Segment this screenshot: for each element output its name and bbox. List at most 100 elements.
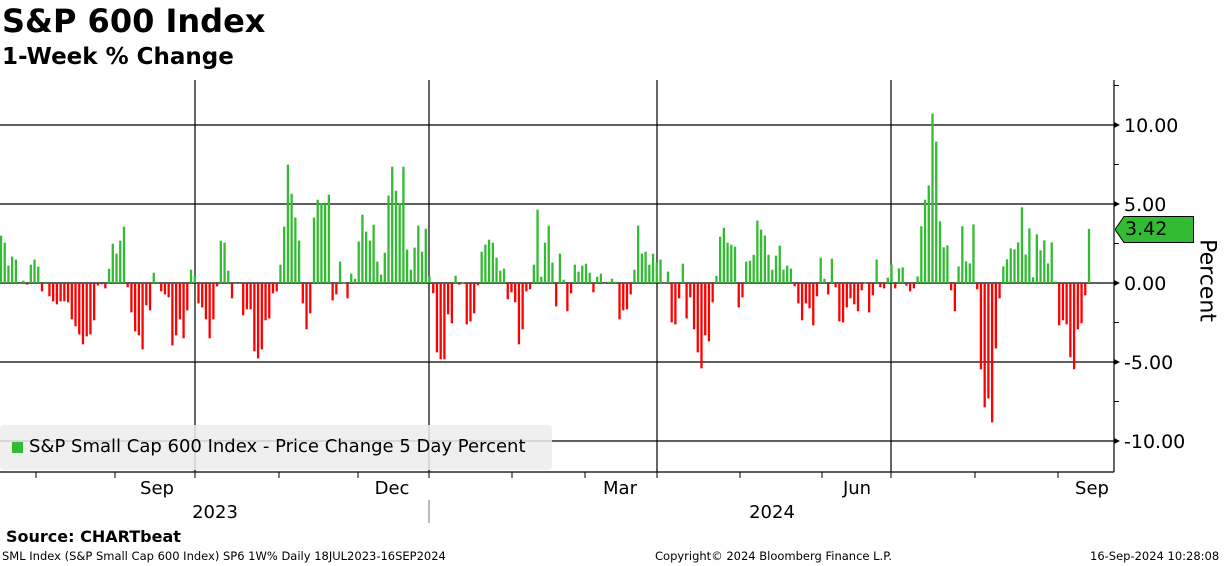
bar [935, 141, 938, 283]
bar [540, 276, 543, 283]
bar [1072, 283, 1076, 370]
bar [25, 283, 29, 285]
bar [305, 283, 308, 330]
bar [748, 260, 752, 283]
x-tick-labels: Sep Dec Mar Jun Sep 2023 2024 [140, 478, 1109, 523]
bar [823, 278, 826, 283]
bar [391, 166, 394, 283]
bar [722, 227, 725, 283]
bar [942, 247, 945, 283]
x-month-label: Jun [842, 478, 871, 499]
bar [320, 203, 323, 283]
bar [152, 272, 155, 283]
bar [383, 252, 386, 283]
bar [111, 243, 114, 283]
bar [607, 281, 610, 283]
bar [253, 283, 256, 352]
bar [830, 258, 834, 283]
bar [558, 253, 562, 283]
bar [1043, 240, 1046, 283]
bar [189, 269, 193, 283]
bar [1028, 228, 1031, 283]
bar [938, 221, 942, 283]
bar [584, 263, 588, 283]
x-month-label: Sep [1075, 478, 1109, 499]
bar [55, 283, 59, 305]
bar [52, 283, 55, 302]
bar [256, 283, 260, 359]
bar [394, 190, 398, 283]
bar [897, 268, 901, 283]
y-tick-arrow [1114, 201, 1120, 207]
bar [808, 283, 811, 309]
bar [0, 235, 3, 283]
bar [29, 264, 32, 283]
bar [182, 283, 185, 339]
bar [409, 269, 413, 283]
bar [964, 261, 968, 283]
bar [350, 273, 353, 283]
bar [666, 271, 670, 283]
bar [890, 264, 893, 283]
bar [264, 283, 267, 321]
bar [681, 263, 685, 283]
y-tick-labels: 10.00 5.00 0.00 -5.00 -10.00 [1124, 115, 1185, 453]
bar [1002, 266, 1005, 283]
bar [581, 265, 584, 283]
bar [1005, 259, 1009, 283]
bar [797, 283, 800, 304]
bar [536, 209, 539, 283]
bar [983, 283, 986, 408]
source-note: Source: CHARTbeat [6, 527, 181, 546]
bar [357, 241, 360, 283]
bar [346, 283, 349, 299]
bar [845, 283, 848, 308]
bar [137, 283, 141, 336]
bar [752, 254, 755, 283]
bar [1065, 283, 1068, 325]
bar [528, 283, 532, 290]
bar [625, 283, 629, 310]
y-tick-arrow [1114, 122, 1120, 128]
footer-copyright: Copyright© 2024 Bloomberg Finance L.P. [655, 549, 892, 563]
bar [610, 278, 614, 283]
bar [439, 283, 442, 360]
bar [838, 283, 841, 322]
bar [990, 283, 994, 423]
bar [905, 283, 908, 286]
bar [18, 283, 21, 284]
bar [379, 274, 383, 283]
bar [227, 270, 230, 283]
bar [186, 283, 189, 311]
bar [1058, 283, 1061, 326]
bar [763, 235, 766, 283]
bar [853, 283, 856, 305]
bar [446, 283, 450, 315]
bar [22, 280, 25, 283]
bar [663, 283, 666, 284]
bar [454, 275, 457, 283]
x-year-label: 2023 [192, 502, 238, 523]
bar [327, 194, 331, 283]
bar [89, 283, 92, 335]
y-tick-arrow [1114, 359, 1120, 365]
bar [178, 283, 181, 320]
bar [268, 283, 271, 319]
bar [387, 195, 390, 283]
bar [819, 257, 822, 283]
bar [59, 283, 62, 302]
bar [804, 283, 807, 304]
bar [514, 283, 517, 303]
bar [704, 283, 707, 336]
bar [156, 281, 159, 283]
bar [271, 283, 275, 294]
bar [1009, 248, 1012, 283]
bar [458, 283, 461, 285]
bar [517, 283, 521, 345]
bar [1080, 283, 1083, 324]
bar [81, 283, 85, 345]
bar [543, 242, 547, 283]
legend-label: S&P Small Cap 600 Index - Price Change 5… [29, 436, 526, 457]
bar [480, 251, 483, 283]
